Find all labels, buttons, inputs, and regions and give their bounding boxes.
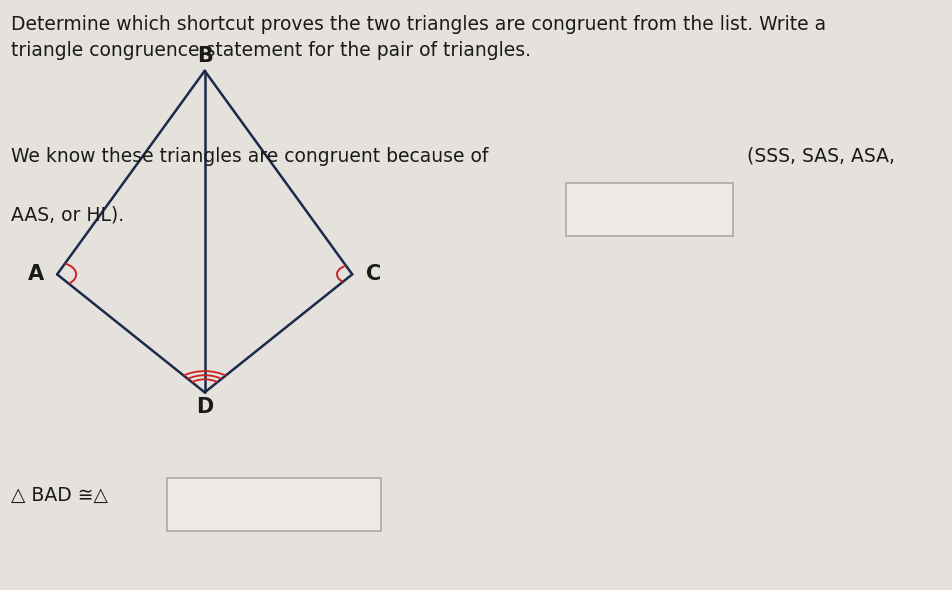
Text: D: D [196, 396, 213, 417]
Text: C: C [366, 264, 381, 284]
Text: △ BAD ≅△: △ BAD ≅△ [11, 486, 109, 505]
Text: Determine which shortcut proves the two triangles are congruent from the list. W: Determine which shortcut proves the two … [11, 15, 826, 60]
Text: A: A [29, 264, 44, 284]
Text: B: B [197, 46, 212, 66]
FancyBboxPatch shape [167, 478, 381, 531]
FancyBboxPatch shape [566, 183, 733, 236]
Text: (SSS, SAS, ASA,: (SSS, SAS, ASA, [747, 147, 895, 166]
Text: AAS, or HL).: AAS, or HL). [11, 206, 125, 225]
Text: We know these triangles are congruent because of: We know these triangles are congruent be… [11, 147, 488, 166]
